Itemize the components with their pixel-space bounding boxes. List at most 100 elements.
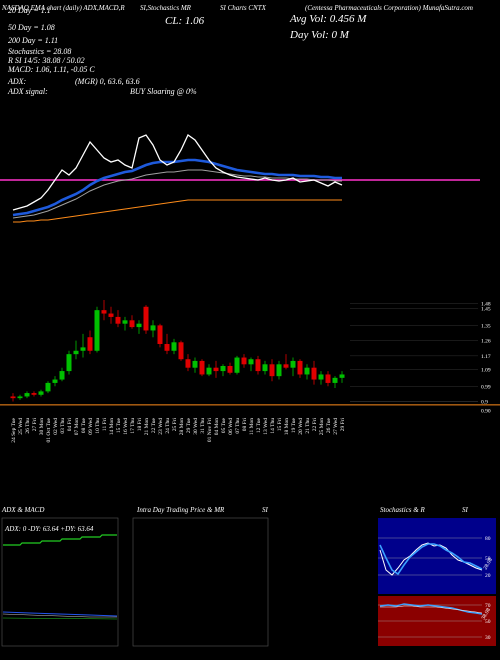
candle-body: [73, 350, 79, 355]
candle-body: [122, 320, 128, 324]
rsi-signal: [380, 605, 483, 614]
stat: (MGR) 0, 63.6, 63.6: [75, 77, 140, 86]
candle-body: [38, 391, 44, 395]
macd-line: [2, 611, 118, 617]
candle-body: [332, 377, 338, 383]
stat: MACD: 1.06, 1.11, -0.05 C: [7, 65, 95, 74]
x-tick-label: 07 Thu: [235, 418, 241, 434]
x-tick-label: 01 Oct Tue: [46, 417, 52, 442]
candle-body: [325, 374, 331, 383]
candle-body: [339, 374, 345, 378]
y-tick-label: 0.9: [481, 400, 488, 406]
candle-body: [52, 379, 58, 383]
candle-body: [80, 347, 86, 351]
x-tick-label: 08 Tue: [81, 417, 87, 433]
title-left: NASDAQ EMA chart (daily) ADX,MACD,R: [1, 4, 125, 12]
candle-body: [157, 325, 163, 344]
x-tick-label: 08 Fri: [242, 418, 248, 432]
x-tick-label: 16 Wed: [123, 418, 129, 435]
title-mid: SI,Stochastics MR: [140, 4, 192, 12]
stat: 200 Day = 1.11: [8, 36, 58, 45]
x-tick-label: 25 Wed: [18, 418, 24, 435]
candle-body: [220, 366, 226, 372]
panel-title: SI: [462, 506, 469, 514]
stat: 50 Day = 1.08: [8, 23, 55, 32]
ema-line: [12, 158, 342, 217]
stat: ADX signal:: [7, 87, 48, 96]
x-tick-label: 29 Tue: [186, 417, 192, 433]
day-vol: Day Vol: 0 M: [289, 29, 350, 41]
candle-body: [66, 354, 72, 372]
x-tick-label: 24 Thu: [165, 418, 171, 434]
candle-body: [171, 342, 177, 351]
candle-body: [94, 310, 100, 351]
stat: BUY Sloaring @ 0%: [130, 87, 197, 96]
y-tick-label: 1.35: [481, 323, 491, 329]
x-tick-label: 04 Mon: [214, 418, 220, 436]
candle-body: [199, 360, 205, 375]
macd-signal: [2, 613, 117, 618]
x-tick-label: 31 Thu: [200, 418, 206, 434]
title-right: (Centessa Pharmaceuticals Corporation) M…: [305, 4, 473, 12]
x-tick-label: 14 Thu: [270, 418, 276, 434]
candle-body: [31, 393, 37, 395]
panel-title: Stochastics & R: [380, 506, 425, 514]
x-tick-label: 10 Thu: [95, 418, 101, 434]
stat: ADX:: [7, 77, 27, 86]
x-tick-label: 25 Fri: [172, 418, 178, 432]
candle-body: [129, 320, 135, 328]
x-tick-label: 15 Tue: [116, 417, 122, 433]
x-tick-label: 29 Fri: [340, 418, 346, 432]
macd-hist: [2, 617, 118, 620]
x-tick-label: 11 Mon: [249, 418, 255, 435]
candle-body: [17, 396, 23, 399]
candle-body: [24, 393, 30, 397]
rsi-tick: 70: [485, 603, 491, 609]
x-tick-label: 01 Nov Fri: [207, 418, 213, 443]
rsi-value: 38.08: [481, 607, 493, 621]
candle-body: [227, 366, 233, 373]
candle-body: [262, 364, 268, 372]
x-tick-label: 19 Tue: [291, 417, 297, 433]
x-tick-label: 26 Thu: [25, 418, 31, 434]
x-tick-label: 26 Tue: [326, 417, 332, 433]
title-mid2: SI Charts CNTX: [220, 4, 267, 12]
x-tick-label: 24 Sep Tue: [11, 417, 17, 442]
candle-body: [206, 367, 212, 375]
candle-body: [87, 337, 93, 351]
x-tick-label: 23 Wed: [158, 418, 164, 435]
candle-body: [241, 357, 247, 365]
y-tick-label: 1.48: [481, 301, 491, 307]
x-tick-label: 21 Mon: [144, 418, 150, 436]
x-tick-label: 04 Fri: [67, 418, 73, 432]
y-tick-label: 1.45: [481, 306, 491, 312]
candle-body: [185, 359, 191, 368]
x-tick-label: 27 Fri: [32, 418, 38, 432]
x-tick-label: 20 Wed: [298, 418, 304, 435]
rsi-line: [379, 603, 483, 615]
candle-body: [213, 367, 219, 372]
candle-body: [59, 371, 65, 380]
ema-line: [12, 169, 342, 219]
candle-body: [45, 382, 51, 392]
stoch-tick: 50: [485, 556, 491, 562]
stoch-value: 28.08: [483, 557, 495, 571]
stoch-panel: [378, 518, 496, 594]
x-tick-label: 06 Wed: [228, 418, 234, 435]
candle-body: [304, 367, 310, 375]
candle-body: [143, 306, 149, 331]
candle-body: [101, 310, 107, 314]
close-readout: CL: 1.06: [165, 15, 205, 27]
ema-line: [12, 134, 343, 211]
candle-body: [150, 325, 156, 331]
stoch-d: [379, 543, 483, 576]
adx-line: [3, 534, 117, 546]
rsi-tick: 30: [485, 635, 491, 641]
avg-vol: Avg Vol: 0.456 M: [289, 13, 367, 25]
stoch-tick: 20: [485, 573, 491, 579]
candle-body: [234, 357, 240, 373]
y-tick-label: 1.09: [481, 367, 491, 373]
x-tick-label: 05 Tue: [221, 417, 227, 433]
x-tick-label: 21 Thu: [305, 418, 311, 434]
